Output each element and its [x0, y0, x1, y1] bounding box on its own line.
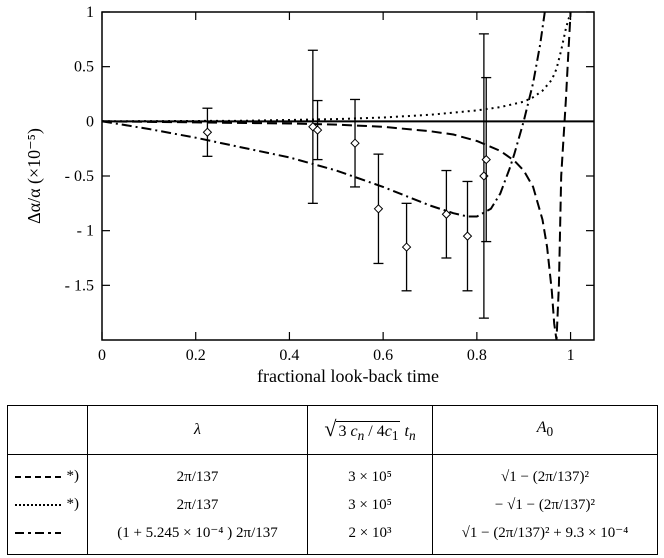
legend-table: λ √ 3 cn / 4c1 tn A0 *) *) 2π/137 2π/137 …	[7, 405, 658, 555]
x-tick-label: 0.4	[279, 347, 299, 364]
y-tick-label: 0	[86, 113, 94, 130]
line-style-cell: *) *)	[7, 454, 88, 555]
data-point	[373, 204, 384, 214]
table-header-row: λ √ 3 cn / 4c1 tn A0	[7, 405, 658, 455]
lambda-cell: 2π/137 2π/137 (1 + 5.245 × 10⁻⁴ ) 2π/137	[87, 454, 308, 555]
x-tick-label: 0	[98, 347, 106, 364]
data-point	[312, 125, 323, 135]
a0-value: √1 − (2π/137)²	[501, 468, 589, 485]
curves	[102, 12, 572, 340]
y-tick-label: - 1.5	[65, 277, 94, 294]
lambda-value: 2π/137	[176, 496, 219, 513]
series-line-dash-dot	[102, 12, 546, 218]
header-lambda: λ	[87, 405, 308, 455]
table-body-row: *) *) 2π/137 2π/137 (1 + 5.245 × 10⁻⁴ ) …	[7, 454, 658, 555]
y-tick-label: - 1	[77, 223, 94, 240]
tn-value: 3 × 10⁵	[348, 468, 392, 485]
plot-frame	[101, 11, 595, 341]
header-style	[7, 405, 88, 455]
series-line-dotted	[102, 12, 572, 123]
data-point	[350, 138, 360, 148]
lambda-value: 2π/137	[176, 468, 219, 485]
axis-ticks: 0 0.2 0.4 0.6 0.8 1 1 0.5 0 - 0.5 - 1 - 1.5	[65, 4, 594, 364]
a0-value: √1 − (2π/137)² + 9.3 × 10⁻⁴	[461, 524, 629, 541]
tn-value: 3 × 10⁵	[348, 496, 392, 513]
a0-cell: √1 − (2π/137)² − √1 − (2π/137)² √1 − (2π…	[432, 454, 658, 555]
header-tn: √ 3 cn / 4c1 tn	[307, 405, 433, 455]
tn-value: 2 × 10³	[348, 524, 392, 541]
line-style-dashdot	[8, 523, 87, 543]
y-axis-label: Δα/α (×10⁻⁵)	[24, 128, 45, 224]
data-point	[481, 154, 491, 165]
data-points	[202, 33, 492, 319]
x-tick-label: 0.2	[186, 347, 206, 364]
a0-value: − √1 − (2π/137)²	[494, 496, 596, 513]
y-tick-label: 1	[86, 4, 94, 21]
series-line-dashed	[102, 12, 572, 340]
x-tick-label: 0.8	[467, 347, 487, 364]
header-a0: A0	[432, 405, 658, 455]
data-point	[462, 231, 473, 241]
lambda-value: (1 + 5.245 × 10⁻⁴ ) 2π/137	[117, 524, 278, 541]
x-tick-label: 0.6	[373, 347, 393, 364]
x-tick-label: 1	[567, 347, 575, 364]
line-style-dashed: *)	[8, 467, 87, 487]
data-point	[202, 127, 213, 137]
y-tick-label: - 0.5	[65, 168, 94, 185]
y-tick-label: 0.5	[74, 59, 94, 76]
data-point	[401, 242, 412, 252]
line-style-dotted: *)	[8, 495, 87, 515]
x-axis-label: fractional look-back time	[257, 366, 439, 386]
chart: 0 0.2 0.4 0.6 0.8 1 1 0.5 0 - 0.5 - 1 - 1.5 fractio…	[24, 4, 595, 386]
tn-cell: 3 × 10⁵ 3 × 10⁵ 2 × 10³	[307, 454, 433, 555]
data-point	[441, 209, 452, 219]
